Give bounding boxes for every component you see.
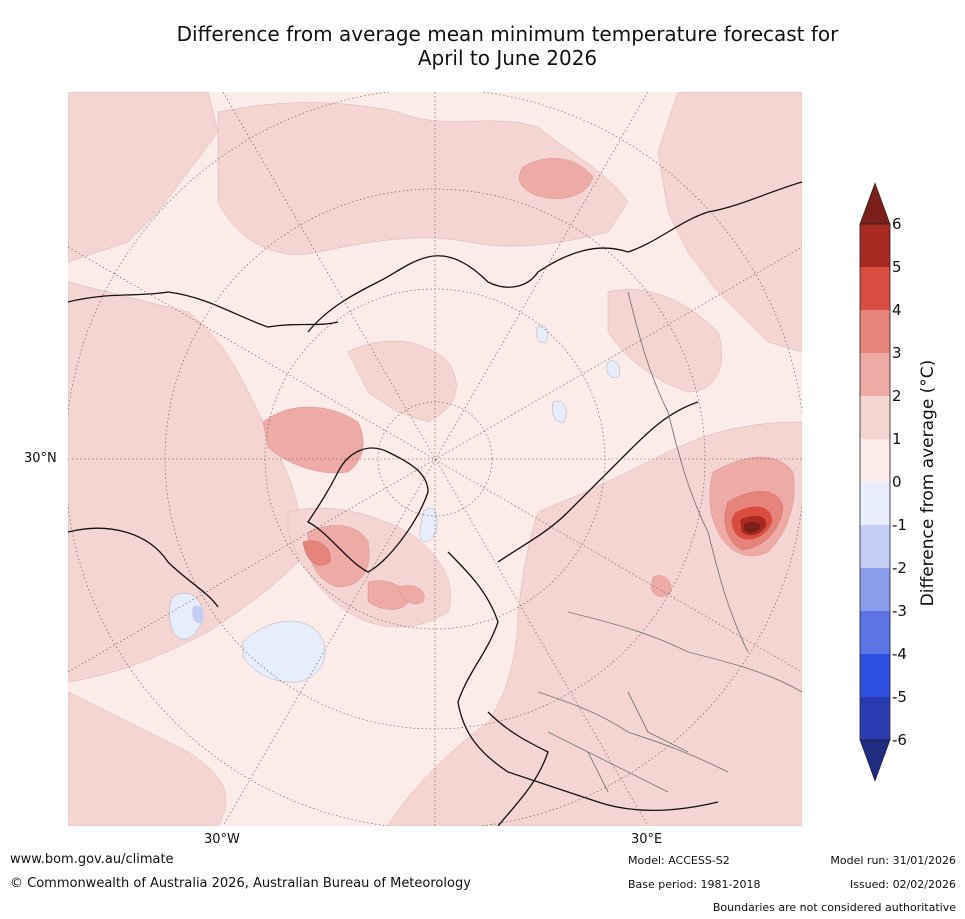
anomaly-1-2-regions [68, 92, 802, 826]
colorbar-band-1-2 [860, 396, 890, 439]
colorbar-tick: -5 [892, 688, 907, 706]
footer-boundaries-note: Boundaries are not considered authoritat… [712, 901, 956, 914]
colorbar-band-m6-m5 [860, 697, 890, 740]
colorbar-over-triangle [859, 182, 891, 225]
colorbar [859, 182, 891, 782]
colorbar-title: Difference from average (°C) [918, 359, 938, 607]
colorbar-band-4-5 [860, 267, 890, 310]
anomaly-negative-regions [169, 325, 620, 683]
colorbar-tick: 5 [892, 258, 902, 276]
colorbar-tick: 6 [892, 215, 902, 233]
lat-label-30n: 30°N [24, 451, 57, 466]
lon-label-30e: 30°E [631, 832, 663, 847]
colorbar-tick: 4 [892, 301, 902, 319]
coastlines [68, 181, 802, 826]
colorbar-tick: 0 [892, 473, 902, 491]
colorbar-tick: -6 [892, 731, 907, 749]
colorbar-band-m5-m4 [860, 654, 890, 697]
graticule [68, 92, 802, 826]
colorbar-band-2-3 [860, 353, 890, 396]
title-line-1: Difference from average mean minimum tem… [176, 22, 839, 46]
country-borders [537, 291, 802, 793]
colorbar-tick: -1 [892, 516, 907, 534]
forecast-map [68, 92, 802, 826]
colorbar-band-m4-m3 [860, 611, 890, 654]
map-svg [68, 92, 802, 826]
colorbar-band-m1-0 [860, 482, 890, 525]
colorbar-tick: -3 [892, 602, 907, 620]
colorbar-tick: -2 [892, 559, 907, 577]
footer-issued: Issued: 02/02/2026 [849, 878, 956, 891]
colorbar-under-triangle [859, 739, 891, 782]
anomaly-above-6-regions [744, 521, 761, 533]
colorbar-tick: 1 [892, 430, 902, 448]
colorbar-tick: -4 [892, 645, 907, 663]
colorbar-band-3-4 [860, 310, 890, 353]
colorbar-band-m2-m1 [860, 525, 890, 568]
anomaly-below-1-regions [192, 605, 204, 624]
lon-label-30w: 30°W [204, 832, 240, 847]
colorbar-tick: 3 [892, 344, 902, 362]
footer-url[interactable]: www.bom.gov.au/climate [10, 852, 174, 867]
footer-model: Model: ACCESS-S2 [628, 854, 730, 867]
footer-model-run: Model run: 31/01/2026 [830, 854, 956, 867]
footer-base-period: Base period: 1981-2018 [628, 878, 761, 891]
title-line-2: April to June 2026 [417, 46, 598, 70]
colorbar-band-5-6 [860, 224, 890, 267]
chart-title: Difference from average mean minimum tem… [60, 22, 955, 70]
colorbar-outline [859, 223, 891, 741]
colorbar-band-m3-m2 [860, 568, 890, 611]
colorbar-tick: 2 [892, 387, 902, 405]
footer-copyright: © Commonwealth of Australia 2026, Austra… [10, 876, 471, 891]
colorbar-band-0-1 [860, 439, 890, 482]
